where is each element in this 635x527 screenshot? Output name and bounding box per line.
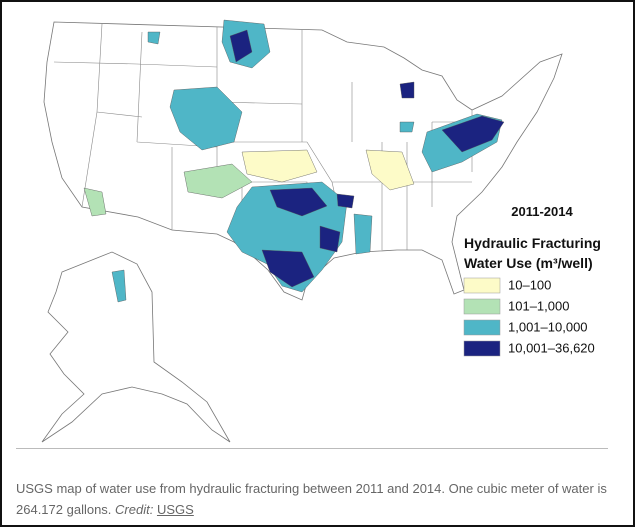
credit-label: Credit: (115, 502, 154, 517)
legend: 2011-2014 Hydraulic Fracturing Water Use… (463, 204, 601, 357)
divider (16, 448, 608, 449)
caption: USGS map of water use from hydraulic fra… (16, 478, 616, 520)
legend-title: 2011-2014 (511, 204, 573, 219)
legend-swatch (463, 319, 501, 336)
legend-subtitle: Water Use (m³/well) (464, 255, 593, 271)
alaska (41, 251, 231, 443)
map: 2011-2014 Hydraulic Fracturing Water Use… (41, 19, 601, 443)
caption-text: USGS map of water use from hydraulic fra… (16, 481, 607, 517)
credit-link[interactable]: USGS (156, 502, 194, 517)
legend-swatch (463, 298, 501, 315)
legend-label: 101–1,000 (508, 298, 569, 313)
map-regions (83, 19, 505, 303)
legend-subtitle: Hydraulic Fracturing (464, 235, 601, 251)
legend-label: 1,001–10,000 (508, 319, 588, 334)
legend-swatch (463, 340, 501, 357)
legend-label: 10–100 (508, 277, 551, 292)
legend-swatch (463, 277, 501, 294)
legend-label: 10,001–36,620 (508, 340, 595, 355)
